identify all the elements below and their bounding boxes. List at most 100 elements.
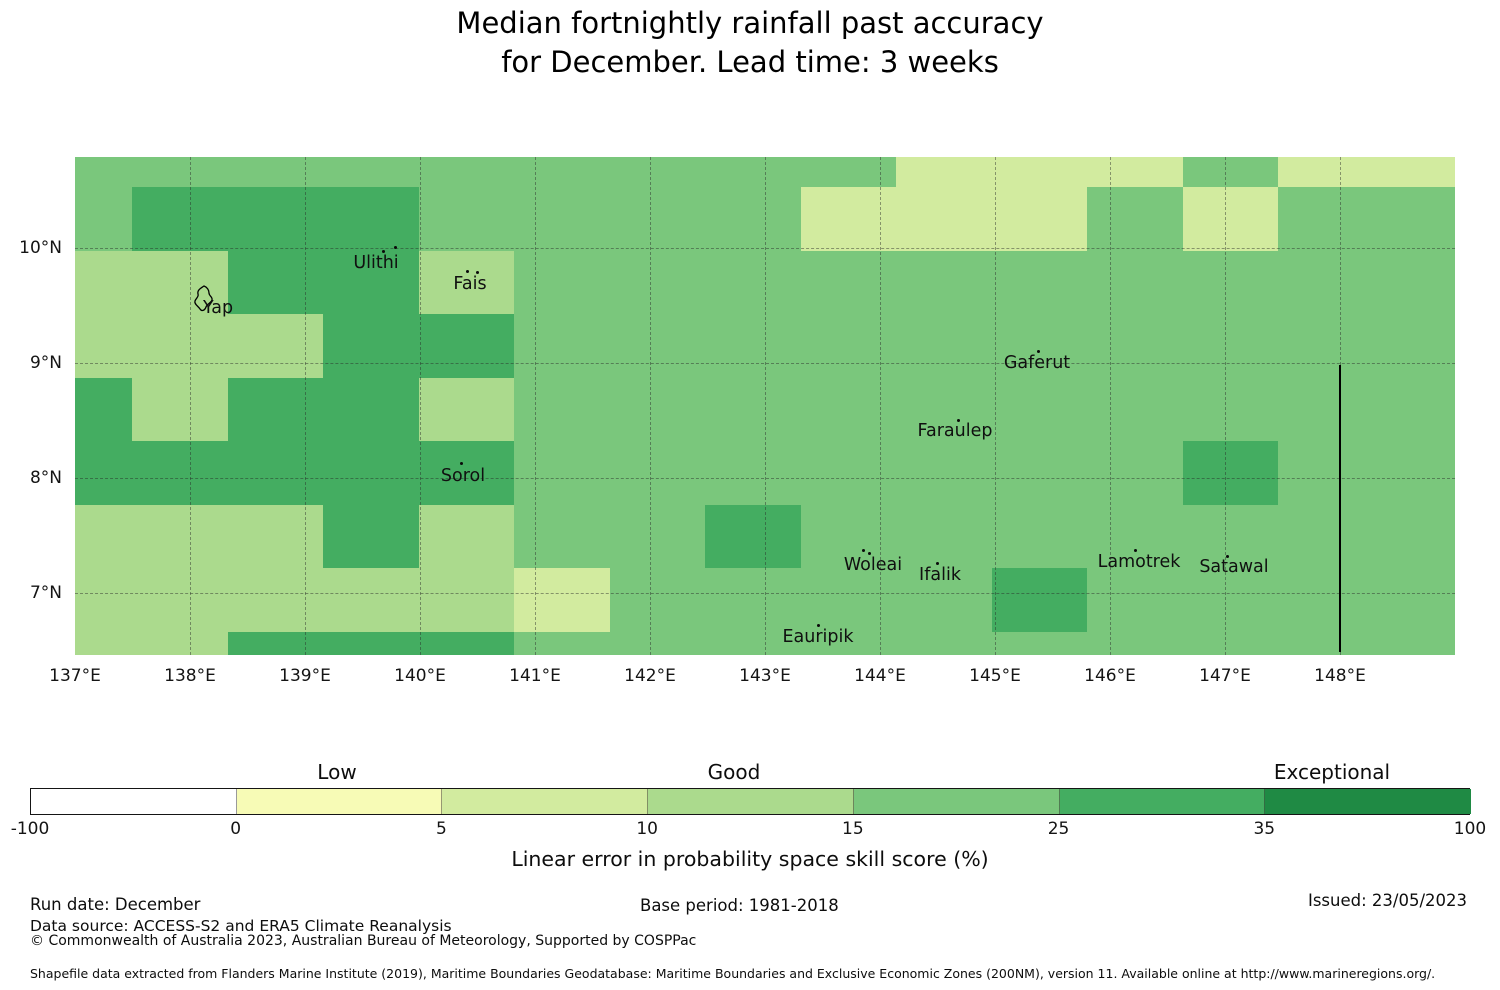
map-cell [132, 504, 228, 568]
map-cell [1278, 314, 1374, 378]
longitude-gridline [1225, 157, 1226, 655]
longitude-gridline [880, 157, 881, 655]
y-tick-label: 10°N [19, 238, 62, 258]
colorbar-tick-label: 25 [1047, 819, 1070, 839]
map-cell [323, 314, 419, 378]
longitude-gridline [420, 157, 421, 655]
map-cell [227, 441, 323, 505]
island-label-satawal: Satawal [1199, 557, 1269, 577]
map-cell [514, 250, 610, 314]
map-cell [1182, 441, 1278, 505]
colorbar-tick-label: 5 [436, 819, 447, 839]
map-cell [514, 187, 610, 251]
longitude-gridline [765, 157, 766, 655]
island-marker [394, 246, 397, 249]
island-marker [817, 624, 820, 627]
island-marker [862, 549, 865, 552]
footer-base-period: Base period: 1981-2018 [640, 896, 839, 915]
map-cell [418, 504, 514, 568]
map-cell [800, 568, 896, 632]
map-cell [896, 314, 992, 378]
map-cell [132, 187, 228, 251]
island-marker [957, 419, 960, 422]
map-cell [1278, 441, 1374, 505]
colorbar-tick-label: 0 [230, 819, 242, 839]
colorbar-segment [31, 789, 237, 814]
colorbar-tick-label: -100 [10, 819, 50, 839]
map-cell [705, 187, 801, 251]
footer-copyright: © Commonwealth of Australia 2023, Austra… [30, 933, 697, 949]
map-cell [609, 568, 705, 632]
footer-run-date: Run date: December [30, 895, 201, 914]
map-cell [132, 441, 228, 505]
map-cell [514, 504, 610, 568]
map-cell [705, 504, 801, 568]
latitude-gridline [75, 363, 1455, 364]
map-cell [800, 631, 896, 655]
map-cell [705, 314, 801, 378]
map-cell [1373, 377, 1455, 441]
yap-island-outline [194, 285, 213, 312]
x-tick-label: 139°E [279, 666, 331, 686]
map-cell [1182, 157, 1278, 187]
colorbar-tick-label: 100 [1453, 819, 1487, 839]
map-cell [991, 250, 1087, 314]
island-marker [1037, 350, 1040, 353]
map-cell [1182, 250, 1278, 314]
latitude-gridline [75, 248, 1455, 249]
footer-data-source: Data source: ACCESS-S2 and ERA5 Climate … [30, 917, 452, 935]
map-cell [991, 314, 1087, 378]
map-cell [75, 631, 132, 655]
map-cell [705, 441, 801, 505]
map-cell [896, 568, 992, 632]
map-cell [896, 377, 992, 441]
map-cell [705, 568, 801, 632]
map-cell [896, 157, 992, 187]
longitude-gridline [535, 157, 536, 655]
map-cell [227, 157, 323, 187]
island-label-ifalik: Ifalik [919, 565, 961, 585]
map-cell [705, 250, 801, 314]
map-cell [323, 441, 419, 505]
map-cell [896, 504, 992, 568]
map-cell [418, 187, 514, 251]
map-cell [323, 157, 419, 187]
y-tick-label: 8°N [29, 468, 62, 488]
skill-map: Yap Ulithi Fais Sorol Gaferut Faraulep Woleai I… [75, 157, 1455, 655]
map-cell [991, 187, 1087, 251]
map-cell [800, 377, 896, 441]
map-cell [1182, 568, 1278, 632]
map-cell [800, 441, 896, 505]
map-cell [1087, 157, 1183, 187]
map-cell [609, 187, 705, 251]
footer-issued-date: Issued: 23/05/2023 [1307, 891, 1467, 910]
colorbar-axis-label: Linear error in probability space skill … [511, 847, 989, 871]
footer-shapefile-attribution: Shapefile data extracted from Flanders M… [30, 966, 1436, 981]
map-cell [227, 187, 323, 251]
longitude-gridline [1110, 157, 1111, 655]
map-cell [705, 377, 801, 441]
island-marker [466, 270, 469, 273]
island-label-sorol: Sorol [440, 466, 486, 486]
colorbar-segment [1059, 789, 1266, 814]
island-label-ulithi: Ulithi [353, 253, 399, 273]
map-cell [1278, 377, 1374, 441]
colorbar-tick-label: 15 [842, 819, 864, 839]
colorbar [30, 788, 1471, 815]
colorbar-tick-label: 35 [1253, 819, 1276, 839]
island-marker [460, 462, 463, 465]
map-cell [609, 441, 705, 505]
map-cell [1087, 314, 1183, 378]
map-cell [132, 568, 228, 632]
latitude-gridline [75, 478, 1455, 479]
colorbar-category-label: Low [317, 760, 357, 784]
map-cell [1373, 187, 1455, 251]
map-cell [514, 441, 610, 505]
map-cell [514, 568, 610, 632]
colorbar-segment [648, 789, 854, 814]
longitude-gridline [995, 157, 996, 655]
map-cell [1278, 631, 1374, 655]
map-cell [75, 441, 132, 505]
map-cell [323, 631, 419, 655]
map-cell [1087, 631, 1183, 655]
